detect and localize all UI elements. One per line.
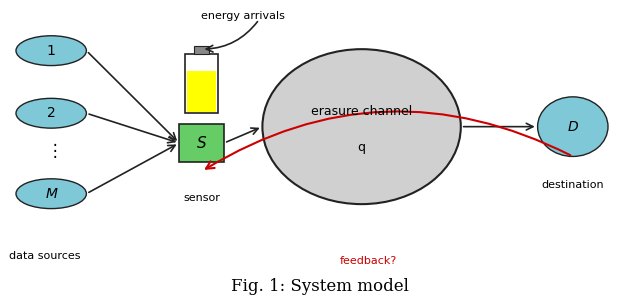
Ellipse shape bbox=[16, 36, 86, 66]
Ellipse shape bbox=[538, 97, 608, 156]
Text: 1: 1 bbox=[47, 44, 56, 58]
Text: S: S bbox=[196, 136, 207, 150]
Bar bbox=[187, 71, 216, 112]
Text: data sources: data sources bbox=[9, 251, 81, 261]
Text: $\vdots$: $\vdots$ bbox=[45, 141, 57, 160]
Ellipse shape bbox=[262, 49, 461, 204]
Text: energy arrivals: energy arrivals bbox=[201, 11, 285, 21]
Text: D: D bbox=[568, 120, 578, 134]
Text: feedback?: feedback? bbox=[339, 256, 397, 266]
Text: erasure channel: erasure channel bbox=[311, 105, 412, 118]
Ellipse shape bbox=[16, 98, 86, 128]
Text: M: M bbox=[45, 187, 57, 201]
Text: 2: 2 bbox=[47, 106, 56, 120]
Text: q: q bbox=[358, 141, 365, 154]
Ellipse shape bbox=[16, 179, 86, 209]
Text: sensor: sensor bbox=[183, 193, 220, 203]
Bar bbox=[179, 124, 224, 162]
Text: Fig. 1: System model: Fig. 1: System model bbox=[231, 278, 409, 295]
Text: destination: destination bbox=[541, 180, 604, 190]
Bar bbox=[185, 54, 218, 113]
Bar bbox=[194, 46, 209, 54]
